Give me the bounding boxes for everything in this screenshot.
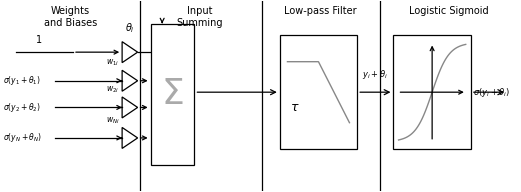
Text: $\Sigma$: $\Sigma$ bbox=[161, 77, 184, 111]
Text: 1: 1 bbox=[36, 35, 43, 45]
Text: $\sigma(y_i + \theta_i)$: $\sigma(y_i + \theta_i)$ bbox=[474, 86, 511, 99]
Text: Weights
and Biases: Weights and Biases bbox=[44, 6, 97, 28]
Text: $\sigma(y_N + \theta_N)$: $\sigma(y_N + \theta_N)$ bbox=[3, 132, 42, 144]
FancyBboxPatch shape bbox=[280, 35, 357, 149]
Text: Input
Summing: Input Summing bbox=[177, 6, 223, 28]
Text: $y_i + \theta_i$: $y_i + \theta_i$ bbox=[362, 68, 388, 81]
Text: $\sigma(y_2 + \theta_2)$: $\sigma(y_2 + \theta_2)$ bbox=[3, 101, 41, 114]
Text: $w_{Ni}$: $w_{Ni}$ bbox=[106, 115, 119, 126]
Text: $w_{2i}$: $w_{2i}$ bbox=[106, 84, 119, 95]
Text: Logistic Sigmoid: Logistic Sigmoid bbox=[410, 6, 489, 16]
FancyBboxPatch shape bbox=[393, 35, 471, 149]
Text: Low-pass Filter: Low-pass Filter bbox=[284, 6, 356, 16]
Text: $\theta_i$: $\theta_i$ bbox=[125, 21, 135, 35]
Text: $\tau$: $\tau$ bbox=[290, 101, 300, 114]
Text: $w_{1i}$: $w_{1i}$ bbox=[106, 58, 119, 68]
FancyBboxPatch shape bbox=[151, 24, 194, 165]
Text: $\sigma(y_1 + \theta_1)$: $\sigma(y_1 + \theta_1)$ bbox=[3, 74, 41, 87]
